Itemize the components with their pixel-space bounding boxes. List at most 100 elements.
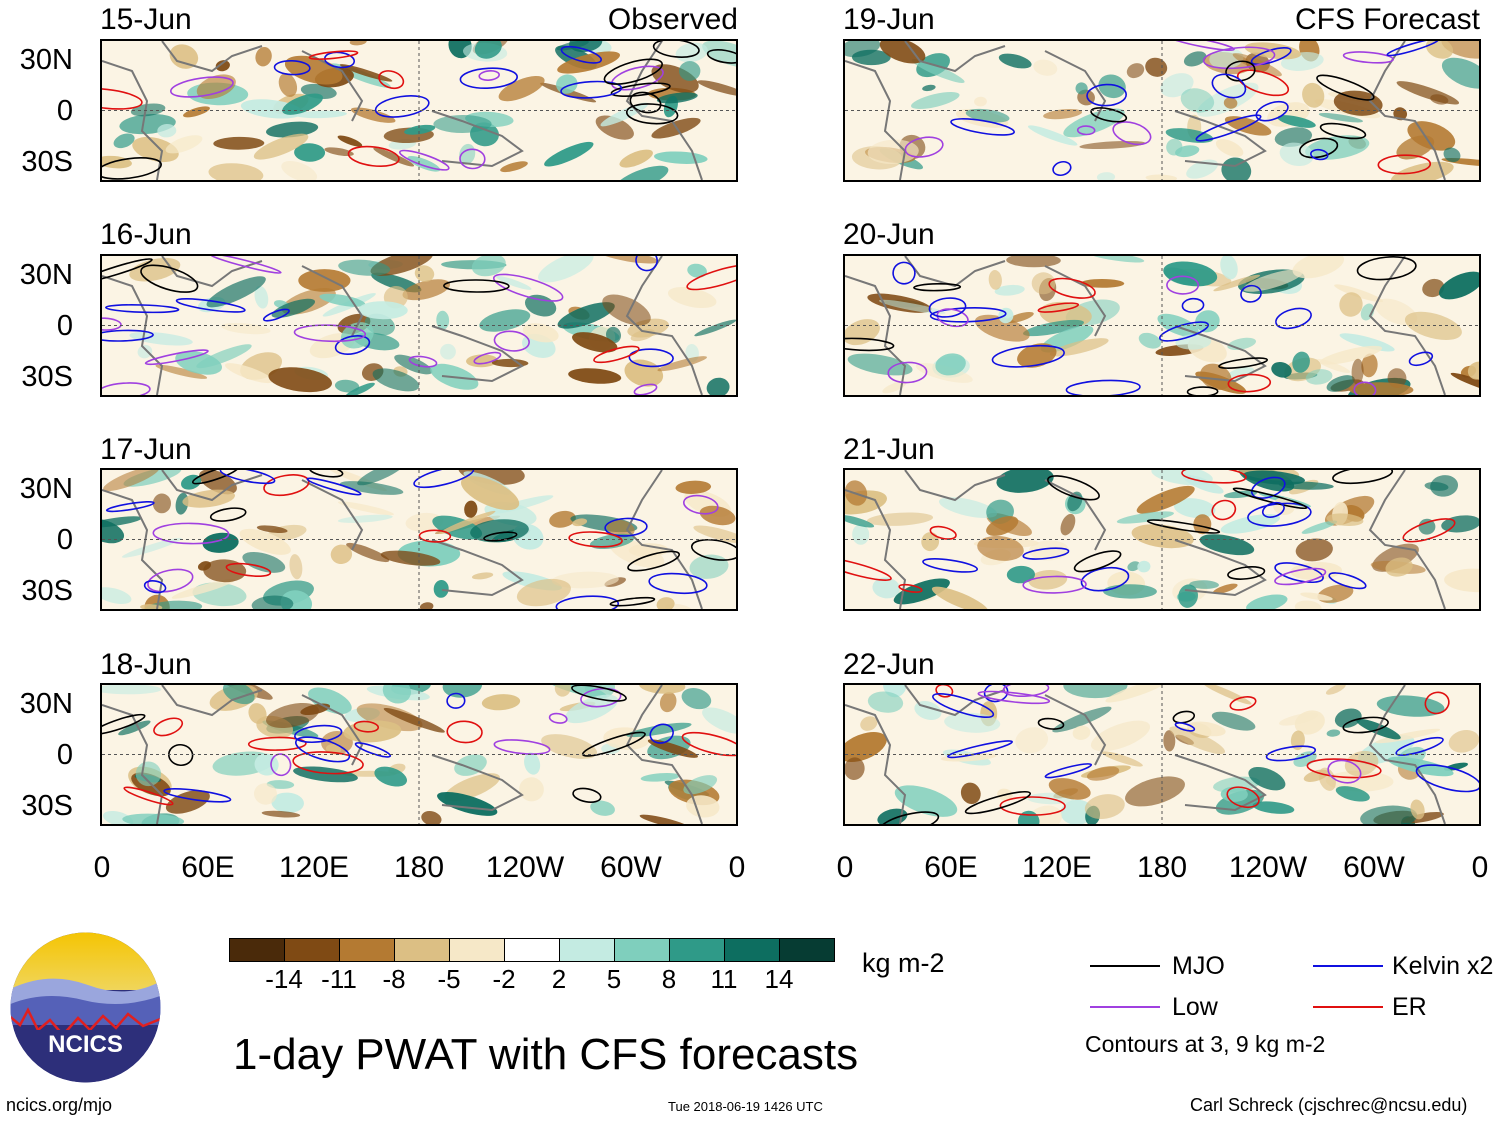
pwat-anomaly-blob (557, 302, 615, 329)
pwat-anomaly-blob (337, 514, 393, 523)
pwat-anomaly-blob (1221, 157, 1252, 180)
wave-contour (443, 279, 510, 293)
pwat-anomaly-blob (845, 731, 887, 763)
wave-contour (323, 51, 356, 69)
pwat-anomaly-blob (851, 49, 891, 66)
wave-contour (845, 557, 892, 581)
pwat-anomaly-blob (1006, 565, 1035, 584)
pwat-anomaly-blob (404, 124, 436, 135)
wave-contour (354, 742, 392, 758)
pwat-anomaly-blob (1080, 278, 1125, 288)
pwat-anomaly-blob (988, 270, 1002, 290)
pwat-anomaly-blob (1302, 82, 1325, 108)
wave-contour (1227, 566, 1266, 580)
wave-contour (143, 580, 167, 594)
pwat-anomaly-blob (208, 163, 264, 180)
pwat-anomaly-blob (383, 707, 445, 733)
pwat-anomaly-blob (998, 53, 1032, 69)
pwat-anomaly-blob (215, 60, 230, 72)
pwat-anomaly-blob (255, 46, 272, 67)
pwat-anomaly-blob (1220, 514, 1280, 534)
wave-contour (706, 48, 736, 64)
pwat-map (843, 254, 1481, 397)
coastline (845, 704, 907, 824)
panel-date: 15-Jun (100, 3, 192, 36)
pwat-anomaly-blob (1125, 776, 1185, 807)
wave-contour (493, 330, 530, 352)
wave-contour (898, 583, 923, 593)
wave-contour (1310, 148, 1329, 161)
pwat-anomaly-blob (135, 761, 162, 787)
pwat-field (845, 470, 1479, 609)
wave-contour (845, 337, 895, 352)
wave-contour (633, 383, 658, 395)
pwat-anomaly-blob (222, 685, 255, 705)
pwat-anomaly-blob (1136, 485, 1195, 514)
pwat-anomaly-blob (706, 377, 730, 395)
pwat-anomaly-blob (1444, 568, 1479, 593)
pwat-anomaly-blob (1424, 481, 1449, 491)
lon-label: 60W (600, 851, 662, 884)
pwat-anomaly-blob (1211, 711, 1256, 731)
pwat-anomaly-blob (911, 91, 960, 110)
wave-contour (219, 470, 276, 485)
coastline (431, 539, 524, 597)
pwat-anomaly-blob (266, 121, 319, 138)
colorbar-units: kg m-2 (862, 948, 945, 978)
pwat-anomaly-blob (102, 587, 132, 604)
pwat-anomaly-blob (1430, 94, 1449, 105)
pwat-anomaly-blob (519, 777, 544, 802)
footer-url[interactable]: ncics.org/mjo (6, 1095, 113, 1115)
wave-contour (247, 736, 307, 751)
pwat-anomaly-blob (565, 694, 618, 724)
pwat-anomaly-blob (657, 356, 707, 372)
pwat-anomaly-blob (572, 518, 588, 527)
wave-contour (1227, 373, 1272, 393)
pwat-anomaly-blob (667, 286, 717, 309)
wave-contour (492, 273, 564, 302)
wave-contour (1181, 297, 1205, 313)
observed-title: Observed (607, 3, 738, 36)
pwat-anomaly-blob (977, 535, 1024, 561)
pwat-anomaly-blob (590, 800, 615, 816)
pwat-anomaly-blob (337, 135, 363, 147)
wave-contour (1240, 284, 1262, 303)
pwat-anomaly-blob (619, 149, 653, 168)
pwat-anomaly-blob (1169, 726, 1226, 755)
pwat-anomaly-blob (103, 470, 160, 492)
pwat-anomaly-blob (1075, 82, 1088, 95)
wave-contour (374, 95, 430, 118)
colorbar-tick: -14 (265, 964, 303, 994)
pwat-anomaly-blob (1215, 139, 1244, 157)
pwat-anomaly-blob (102, 516, 143, 528)
pwat-anomaly-blob (1060, 513, 1076, 536)
pwat-anomaly-blob (1334, 284, 1384, 303)
legend-label-er: ER (1392, 993, 1427, 1021)
panel-date: 17-Jun (100, 433, 192, 466)
lon-label: 120E (1021, 851, 1093, 884)
pwat-anomaly-blob (183, 106, 210, 118)
pwat-anomaly-blob (308, 687, 352, 715)
pwat-anomaly-blob (882, 381, 907, 394)
pwat-anomaly-blob (137, 344, 153, 359)
pwat-anomaly-blob (1195, 310, 1220, 333)
pwat-anomaly-blob (129, 331, 193, 346)
pwat-anomaly-blob (196, 74, 236, 99)
wave-contour (1386, 41, 1440, 57)
wave-contour (1037, 302, 1080, 313)
pwat-anomaly-blob (118, 720, 151, 736)
panel-date: 20-Jun (843, 218, 935, 251)
pwat-map (100, 683, 738, 826)
pwat-anomaly-blob (894, 785, 958, 817)
lat-label-30n: 30N (19, 259, 73, 291)
pwat-anomaly-blob (1220, 256, 1238, 280)
wave-contour (446, 692, 466, 709)
panel-date: 21-Jun (843, 433, 935, 466)
lon-label: 0 (728, 851, 746, 884)
wave-contour (347, 145, 400, 168)
pwat-anomaly-blob (1292, 351, 1310, 373)
pwat-anomaly-blob (1116, 511, 1174, 524)
pwat-anomaly-blob (614, 165, 669, 180)
wave-contour (628, 348, 674, 368)
pwat-map (843, 39, 1481, 182)
